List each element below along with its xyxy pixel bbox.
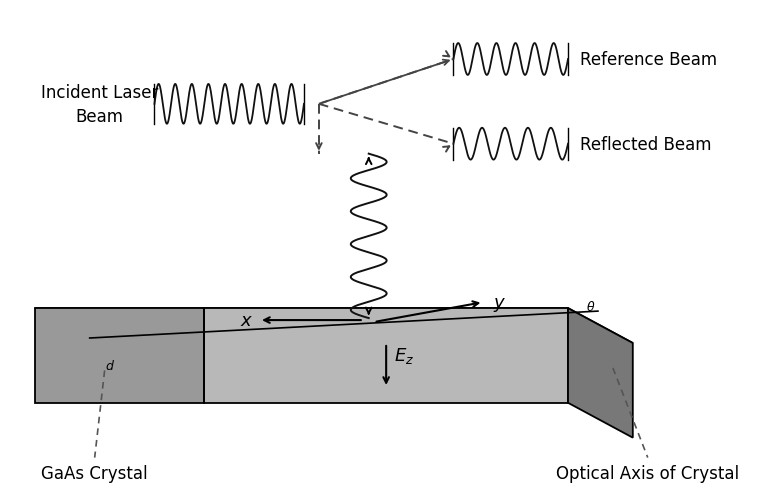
Polygon shape bbox=[35, 308, 204, 403]
Text: Optical Axis of Crystal: Optical Axis of Crystal bbox=[556, 464, 739, 482]
Text: Reference Beam: Reference Beam bbox=[580, 51, 717, 69]
Text: x: x bbox=[240, 311, 251, 330]
Text: Reflected Beam: Reflected Beam bbox=[580, 136, 711, 153]
Text: GaAs Crystal: GaAs Crystal bbox=[41, 464, 148, 482]
Polygon shape bbox=[35, 308, 633, 343]
Polygon shape bbox=[568, 308, 633, 438]
Text: Incident Laser
Beam: Incident Laser Beam bbox=[41, 84, 159, 125]
Text: $E_z$: $E_z$ bbox=[394, 346, 414, 366]
Text: $\theta$: $\theta$ bbox=[586, 300, 595, 314]
Polygon shape bbox=[204, 308, 568, 403]
Text: $d$: $d$ bbox=[105, 359, 114, 373]
Text: y: y bbox=[494, 293, 504, 312]
